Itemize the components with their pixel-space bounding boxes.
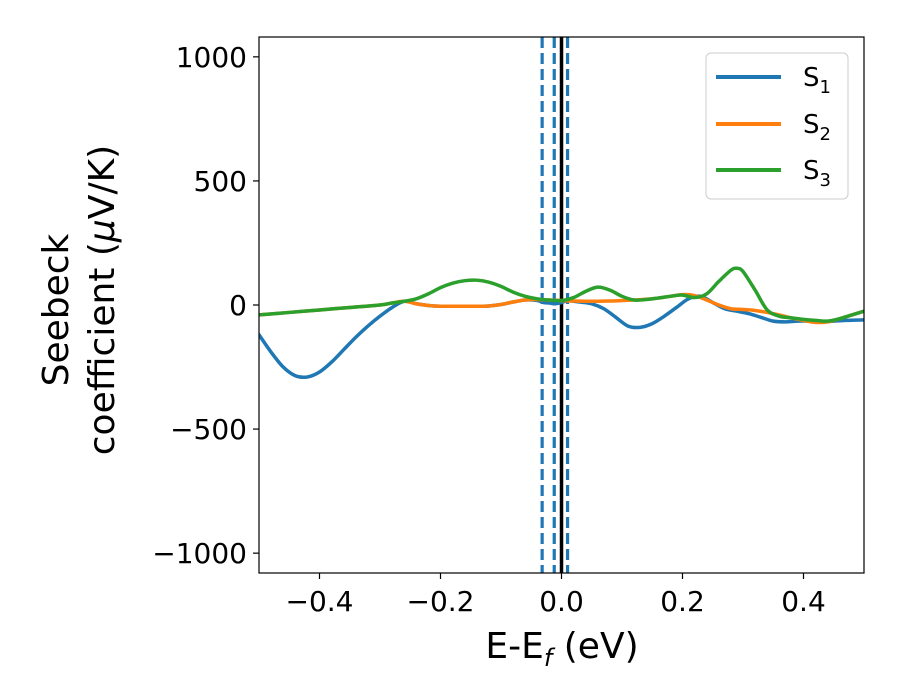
x-axis-label: E-Ef (eV) xyxy=(485,626,638,672)
legend-label-s3: S3 xyxy=(803,156,831,191)
x-tick-label: 0.0 xyxy=(539,585,584,618)
x-tick-label: 0.2 xyxy=(660,585,705,618)
x-tick-label: 0.4 xyxy=(781,585,826,618)
y-tick-label: 500 xyxy=(194,165,247,198)
x-tick-label: −0.2 xyxy=(407,585,475,618)
y-axis: −1000 −500 0 500 1000 xyxy=(152,41,259,570)
y-axis-label: Seebeck coefficient (μV/K) xyxy=(36,145,123,455)
series-line-s1 xyxy=(259,294,864,380)
y-axis-label-mu: μ xyxy=(82,219,123,243)
y-axis-label-line2-pre: coefficient ( xyxy=(82,242,123,455)
legend-label-s1: S1 xyxy=(803,63,831,98)
y-tick-label: 1000 xyxy=(176,41,247,74)
y-axis-label-line1: Seebeck xyxy=(36,233,77,386)
legend-item-s1: S1 xyxy=(716,63,831,98)
y-tick-label: −500 xyxy=(170,413,247,446)
legend: S1 S2 S3 xyxy=(705,52,849,200)
x-axis-label-unit: (eV) xyxy=(552,626,638,667)
y-axis-label-line2: coefficient (μV/K) xyxy=(82,145,123,455)
legend-item-s3: S3 xyxy=(716,156,831,191)
y-axis-label-line2-post: V/K) xyxy=(82,145,123,219)
x-axis: −0.4 −0.2 0.0 0.2 0.4 xyxy=(286,573,826,618)
y-tick-label: −1000 xyxy=(152,537,247,570)
legend-item-s2: S2 xyxy=(716,110,831,145)
series-layer xyxy=(259,266,864,380)
legend-label-s2: S2 xyxy=(803,110,831,145)
vertical-reference-lines xyxy=(540,37,570,573)
y-tick-label: 0 xyxy=(229,289,247,322)
x-axis-label-main: E-E xyxy=(485,626,543,667)
series-line-s3 xyxy=(259,266,864,323)
x-tick-label: −0.4 xyxy=(286,585,354,618)
